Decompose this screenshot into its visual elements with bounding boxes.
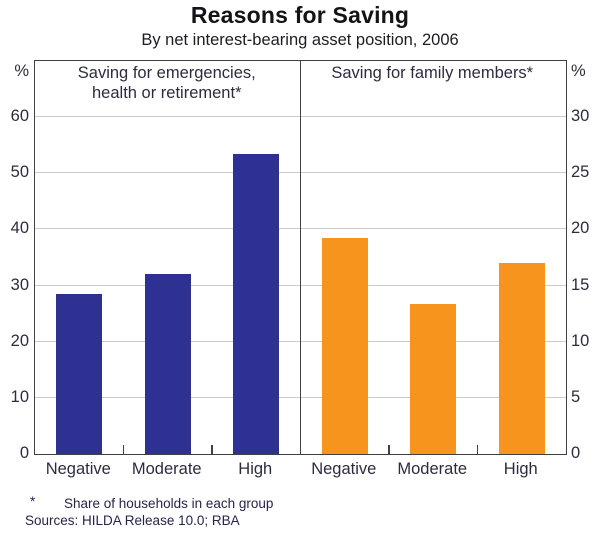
y-tick-label-right: 10	[571, 331, 590, 350]
y-tick-label-left: 60	[10, 107, 29, 126]
x-tick-label-emergencies-negative: Negative	[45, 460, 111, 478]
panel-title-line: Saving for emergencies,	[77, 64, 256, 82]
footnote-asterisk: *	[30, 494, 36, 509]
y-axis-unit-right: %	[571, 62, 586, 80]
panel-divider	[299, 61, 302, 454]
panel-title-line: Saving for family members*	[331, 64, 534, 82]
bar-emergencies-moderate	[144, 274, 191, 454]
y-tick-label-left: 40	[10, 219, 29, 238]
footnote-text: Share of households in each group	[64, 496, 274, 511]
sources-line: Sources: HILDA Release 10.0; RBA	[25, 513, 240, 528]
x-axis-tick	[211, 445, 213, 454]
x-tick-label-family-moderate: Moderate	[397, 460, 468, 478]
x-axis-tick	[388, 445, 390, 454]
y-tick-label-left: 0	[19, 444, 29, 462]
y-tick-label-left: 10	[10, 387, 29, 406]
bar-family-negative	[321, 238, 368, 454]
x-axis-tick	[476, 445, 479, 454]
x-axis-tick	[122, 445, 125, 454]
y-tick-label-left: 50	[10, 163, 29, 182]
y-tick-label-right: 20	[571, 219, 590, 238]
y-tick-label-right: 25	[571, 163, 590, 182]
chart-subtitle: By net interest-bearing asset position, …	[141, 31, 459, 49]
x-tick-label-emergencies-high: High	[238, 460, 273, 478]
bar-emergencies-negative	[56, 294, 103, 454]
y-tick-label-left: 30	[10, 275, 29, 294]
x-tick-label-family-negative: Negative	[311, 460, 377, 478]
y-tick-label-right: 0	[571, 444, 581, 462]
plot-area	[34, 60, 567, 455]
y-tick-label-left: 20	[10, 331, 29, 350]
y-tick-label-right: 30	[571, 107, 590, 126]
bar-emergencies-high	[233, 153, 280, 454]
x-tick-label-emergencies-moderate: Moderate	[131, 460, 202, 478]
y-tick-label-right: 5	[571, 387, 581, 406]
panel-title-emergencies: Saving for emergencies, health or retirem…	[34, 63, 300, 103]
x-tick-label-family-high: High	[503, 460, 538, 478]
bar-family-high	[498, 263, 545, 454]
panel-title-line: health or retirement*	[92, 84, 242, 102]
y-tick-label-right: 15	[571, 275, 590, 294]
chart-title: Reasons for Saving	[190, 2, 410, 28]
panel-title-family: Saving for family members*	[300, 63, 566, 83]
y-axis-unit-left: %	[14, 62, 29, 80]
bar-family-moderate	[410, 303, 457, 454]
